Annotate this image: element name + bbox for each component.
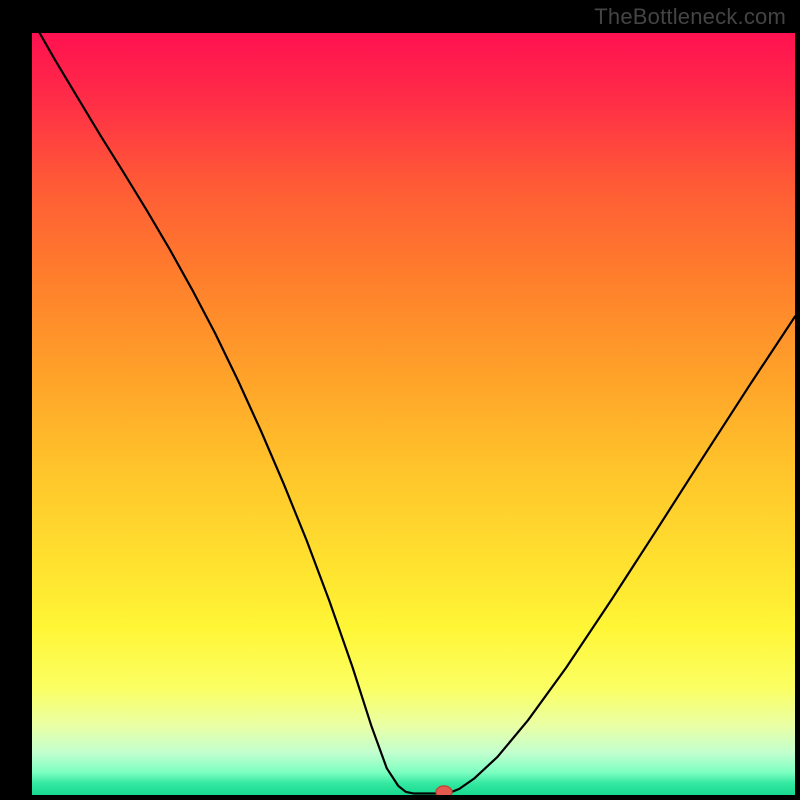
watermark-text: TheBottleneck.com — [594, 4, 786, 30]
bottleneck-chart — [32, 33, 795, 795]
chart-background — [32, 33, 795, 795]
optimal-point-marker — [436, 786, 452, 795]
chart-svg — [32, 33, 795, 795]
